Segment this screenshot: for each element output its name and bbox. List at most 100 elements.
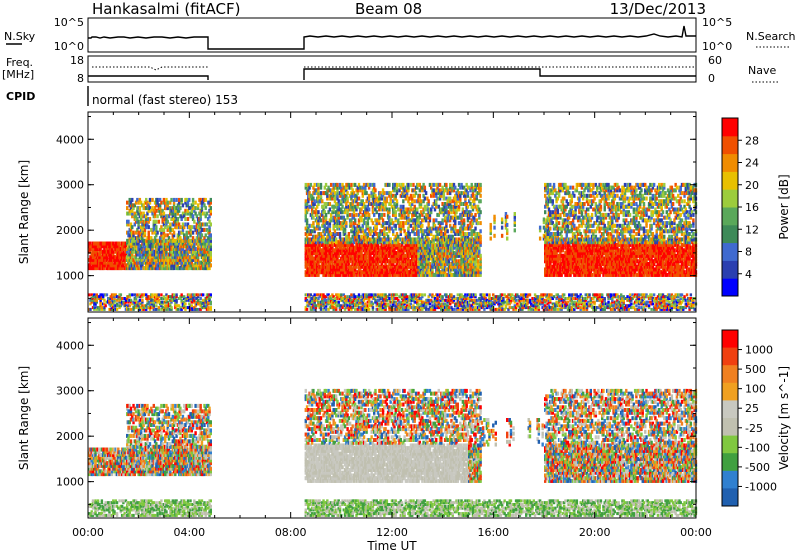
data-cell (386, 299, 388, 302)
data-cell (424, 205, 426, 209)
data-cell (131, 293, 133, 296)
data-cell (357, 202, 359, 206)
data-cell (329, 207, 331, 211)
data-cell (158, 220, 160, 224)
data-cell (164, 233, 166, 237)
data-cell (126, 201, 128, 205)
data-cell (130, 308, 132, 311)
data-cell (374, 188, 376, 192)
data-cell (448, 306, 450, 309)
data-cell (120, 293, 122, 296)
data-cell (454, 186, 456, 190)
freq-tick-bottom-left: 8 (77, 72, 84, 85)
data-cell (348, 232, 350, 236)
data-cell (396, 293, 398, 296)
data-cell (313, 293, 315, 296)
data-cell (386, 221, 388, 225)
beam-title: Beam 08 (355, 0, 422, 18)
data-cell (187, 217, 189, 221)
data-cell (178, 198, 180, 202)
data-cell (414, 199, 416, 203)
data-cell (349, 213, 351, 217)
data-cell (320, 218, 322, 222)
data-cell (127, 220, 129, 224)
nave-tick-bottom-right: 0 (708, 72, 715, 85)
data-cell (170, 306, 172, 309)
data-cell (410, 302, 412, 305)
data-cell (410, 224, 412, 228)
data-cell (118, 242, 120, 246)
data-cell (126, 206, 128, 210)
data-cell (344, 295, 346, 298)
data-cell (192, 214, 194, 218)
data-cell (381, 213, 383, 217)
data-cell (419, 194, 421, 198)
data-cell (429, 302, 431, 305)
data-cell (325, 183, 327, 187)
data-cell (420, 199, 422, 203)
data-cell (312, 221, 314, 225)
data-cell (414, 232, 416, 236)
data-cell (358, 293, 360, 296)
data-cell (320, 183, 322, 187)
data-cell (197, 203, 199, 207)
data-cell (453, 308, 455, 311)
data-cell (368, 194, 370, 198)
data-cell (197, 293, 199, 296)
data-cell (368, 213, 370, 217)
data-cell (446, 229, 448, 233)
data-cell (388, 207, 390, 211)
data-cell (141, 299, 143, 302)
data-cell (193, 220, 195, 224)
nsky-label: N.Sky (4, 30, 36, 43)
data-cell (315, 304, 317, 307)
data-cell (132, 231, 134, 235)
data-cell (177, 217, 179, 221)
nsky-trace (88, 26, 696, 49)
data-cell (453, 295, 455, 298)
data-cell (395, 210, 397, 214)
data-cell (106, 293, 108, 296)
data-cell (424, 186, 426, 190)
data-cell (305, 183, 307, 187)
data-cell (433, 235, 435, 239)
data-cell (360, 235, 362, 239)
data-cell (388, 297, 390, 300)
data-cell (116, 302, 118, 305)
data-cell (450, 293, 452, 296)
data-cell (156, 214, 158, 218)
data-cell (374, 293, 376, 296)
data-cell (180, 299, 182, 302)
data-cell (439, 183, 441, 187)
data-cell (155, 308, 157, 311)
data-cell (173, 231, 175, 235)
data-cell (156, 231, 158, 235)
data-cell (194, 206, 196, 210)
data-cell (160, 297, 162, 300)
data-cell (180, 293, 182, 296)
data-cell (167, 201, 169, 205)
nsky-tick-top-right: 10^5 (702, 16, 732, 29)
data-cell (397, 207, 399, 211)
data-cell (433, 188, 435, 192)
data-cell (129, 304, 131, 307)
data-cell (368, 308, 370, 311)
data-cell (194, 247, 196, 251)
data-cell (407, 183, 409, 187)
data-cell (346, 197, 348, 201)
data-cell (130, 299, 132, 302)
data-cell (402, 183, 404, 187)
data-cell (365, 191, 367, 195)
data-cell (441, 218, 443, 222)
data-cell (402, 199, 404, 203)
data-cell (388, 293, 390, 296)
data-cell (139, 206, 141, 210)
data-cell (136, 293, 138, 296)
data-cell (350, 293, 352, 296)
data-cell (317, 183, 319, 187)
data-cell (170, 198, 172, 202)
data-cell (421, 224, 423, 228)
data-cell (205, 198, 207, 202)
